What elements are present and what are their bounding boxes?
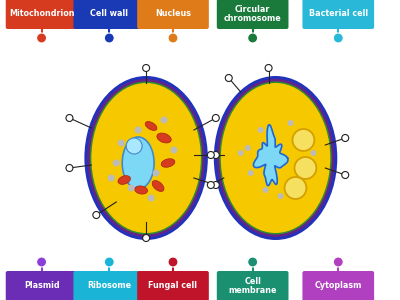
- Circle shape: [126, 138, 142, 154]
- Circle shape: [258, 127, 264, 133]
- Ellipse shape: [157, 133, 171, 143]
- Circle shape: [263, 187, 268, 193]
- Circle shape: [66, 164, 73, 172]
- Text: Ribosome: Ribosome: [87, 281, 131, 290]
- Circle shape: [66, 115, 73, 122]
- Circle shape: [212, 152, 219, 158]
- Circle shape: [278, 193, 284, 199]
- Ellipse shape: [152, 181, 164, 191]
- Circle shape: [225, 74, 232, 82]
- Ellipse shape: [145, 122, 157, 130]
- Circle shape: [342, 172, 349, 178]
- Circle shape: [143, 235, 150, 242]
- Ellipse shape: [214, 76, 337, 240]
- Circle shape: [333, 33, 343, 43]
- Circle shape: [108, 175, 115, 182]
- Circle shape: [36, 257, 46, 267]
- Ellipse shape: [161, 159, 175, 167]
- Ellipse shape: [219, 82, 332, 235]
- Text: Bacterial cell: Bacterial cell: [309, 10, 368, 19]
- Circle shape: [143, 64, 150, 71]
- FancyBboxPatch shape: [217, 0, 288, 29]
- Circle shape: [310, 150, 316, 156]
- FancyBboxPatch shape: [74, 271, 145, 300]
- FancyBboxPatch shape: [6, 271, 78, 300]
- Text: Cell
membrane: Cell membrane: [228, 277, 277, 295]
- FancyBboxPatch shape: [74, 0, 145, 29]
- Circle shape: [148, 194, 154, 202]
- Text: Plasmid: Plasmid: [24, 281, 59, 290]
- FancyBboxPatch shape: [217, 271, 288, 300]
- Circle shape: [342, 134, 349, 142]
- Circle shape: [118, 140, 125, 146]
- Circle shape: [212, 182, 219, 188]
- FancyBboxPatch shape: [302, 271, 374, 300]
- FancyBboxPatch shape: [6, 0, 78, 29]
- Circle shape: [207, 152, 214, 158]
- Polygon shape: [254, 125, 288, 186]
- Circle shape: [160, 116, 168, 124]
- FancyBboxPatch shape: [137, 0, 209, 29]
- Circle shape: [284, 177, 306, 199]
- Circle shape: [113, 160, 120, 167]
- FancyBboxPatch shape: [137, 271, 209, 300]
- Ellipse shape: [84, 76, 208, 240]
- FancyBboxPatch shape: [302, 0, 374, 29]
- Text: Circular
chromosome: Circular chromosome: [224, 4, 282, 23]
- Text: Fungal cell: Fungal cell: [148, 281, 198, 290]
- Circle shape: [212, 115, 219, 122]
- Circle shape: [288, 120, 294, 126]
- Text: Cytoplasm: Cytoplasm: [314, 281, 362, 290]
- Circle shape: [168, 257, 178, 267]
- Ellipse shape: [221, 83, 330, 233]
- Circle shape: [152, 169, 160, 176]
- Ellipse shape: [90, 82, 202, 235]
- Circle shape: [248, 33, 258, 43]
- Circle shape: [135, 127, 142, 134]
- Ellipse shape: [135, 186, 148, 194]
- Circle shape: [333, 257, 343, 267]
- Ellipse shape: [87, 79, 205, 237]
- Circle shape: [168, 33, 178, 43]
- Ellipse shape: [118, 176, 130, 184]
- Text: Cell wall: Cell wall: [90, 10, 128, 19]
- Circle shape: [170, 146, 178, 154]
- Circle shape: [128, 184, 135, 191]
- Circle shape: [292, 129, 314, 151]
- Circle shape: [248, 257, 258, 267]
- Circle shape: [294, 157, 316, 179]
- Circle shape: [36, 33, 46, 43]
- Text: Nucleus: Nucleus: [155, 10, 191, 19]
- Ellipse shape: [91, 83, 201, 233]
- Circle shape: [245, 145, 251, 151]
- Circle shape: [238, 150, 244, 156]
- Circle shape: [104, 257, 114, 267]
- Ellipse shape: [217, 79, 334, 237]
- Text: Mitochondrion: Mitochondrion: [9, 10, 74, 19]
- Circle shape: [104, 33, 114, 43]
- Circle shape: [207, 182, 214, 188]
- Ellipse shape: [122, 137, 154, 189]
- Circle shape: [248, 170, 254, 176]
- Circle shape: [265, 64, 272, 71]
- Circle shape: [93, 212, 100, 218]
